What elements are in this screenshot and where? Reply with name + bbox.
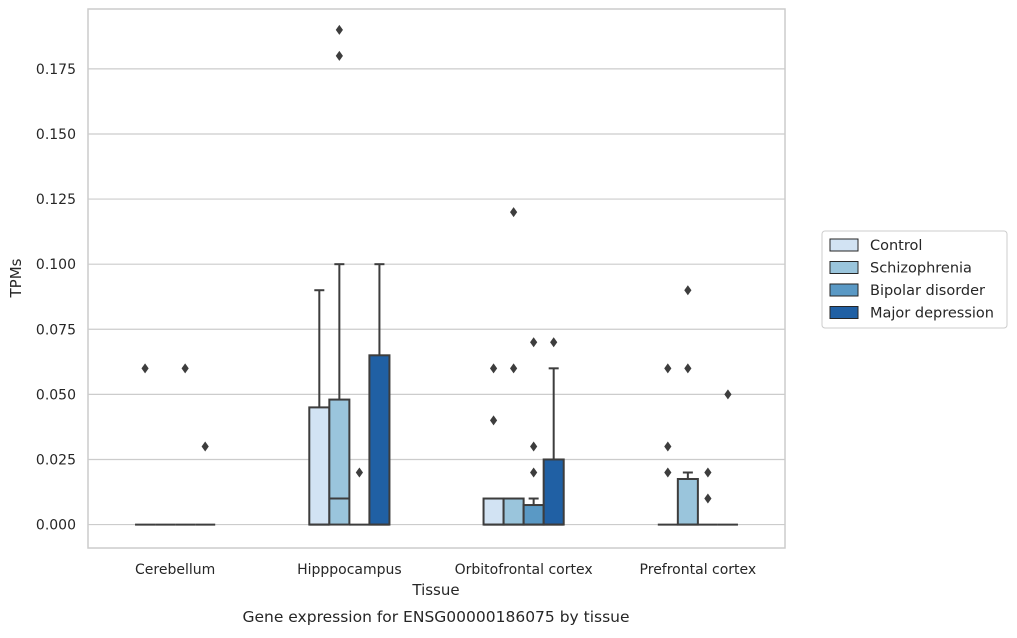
outlier-point <box>510 207 518 218</box>
y-tick-label: 0.150 <box>36 127 76 143</box>
x-tick-labels: Cerebellum Hipppocampus Orbitofrontal cort… <box>135 562 756 578</box>
box-schizophrenia <box>502 497 525 526</box>
outlier-point <box>664 363 672 374</box>
outlier-point <box>489 363 498 374</box>
legend-label: Bipolar disorder <box>870 283 985 299</box>
outlier-point <box>724 389 732 400</box>
outlier-point <box>489 415 498 426</box>
outlier-point <box>530 441 538 452</box>
boxes-layer <box>135 263 738 526</box>
outlier-point <box>664 441 672 452</box>
outlier-point <box>335 24 343 35</box>
x-axis-label: Tissue <box>411 581 459 599</box>
outlier-point <box>664 467 672 478</box>
y-tick-label: 0.050 <box>36 387 76 403</box>
legend-label: Major depression <box>870 306 994 322</box>
y-tick-labels: 0.000 0.025 0.050 0.075 0.100 0.125 0.150 0.175 <box>36 62 76 534</box>
x-tick-label: Orbitofrontal cortex <box>455 562 593 578</box>
legend-label: Control <box>870 238 922 254</box>
box-major-depression <box>368 354 391 526</box>
legend: Control Schizophrenia Bipolar disorder Majo… <box>821 230 1008 329</box>
box-bipolar-disorder <box>522 504 545 526</box>
box-control <box>482 497 505 526</box>
box-schizophrenia <box>676 477 699 526</box>
box-major-depression <box>542 458 565 526</box>
outlier-point <box>704 493 712 504</box>
legend-swatch <box>829 261 859 274</box>
x-tick-label: Prefrontal cortex <box>640 562 757 578</box>
y-axis-label: TPMs <box>7 258 25 298</box>
x-tick-label: Cerebellum <box>135 562 215 578</box>
y-tick-label: 0.100 <box>36 257 76 273</box>
box-control <box>308 406 331 526</box>
outliers-layer <box>141 24 732 504</box>
x-tick-label: Hipppocampus <box>297 562 402 578</box>
outlier-point <box>704 467 712 478</box>
legend-frame <box>821 230 1008 329</box>
y-tick-label: 0.000 <box>36 518 76 534</box>
y-tick-label: 0.175 <box>36 62 76 78</box>
outlier-point <box>530 337 538 348</box>
outlier-point <box>530 467 538 478</box>
y-tick-label: 0.025 <box>36 452 76 468</box>
legend-items: Control Schizophrenia Bipolar disorder Majo… <box>829 238 994 322</box>
chart-caption: Gene expression for ENSG00000186075 by t… <box>242 608 629 626</box>
legend-swatch <box>829 238 859 252</box>
y-tick-label: 0.125 <box>36 192 76 208</box>
outlier-point <box>201 441 209 452</box>
plot-frame <box>87 8 786 549</box>
outlier-point <box>335 50 343 61</box>
legend-swatch <box>829 283 859 297</box>
outlier-point <box>141 363 149 374</box>
legend-swatch <box>829 306 859 319</box>
outlier-point <box>684 285 692 296</box>
outlier-point <box>355 467 363 478</box>
outlier-point <box>181 363 189 374</box>
outlier-point <box>684 363 692 374</box>
y-tick-label: 0.075 <box>36 322 76 338</box>
box-schizophrenia <box>328 398 351 526</box>
outlier-point <box>510 363 518 374</box>
outlier-point <box>550 337 558 348</box>
legend-label: Schizophrenia <box>870 261 972 277</box>
